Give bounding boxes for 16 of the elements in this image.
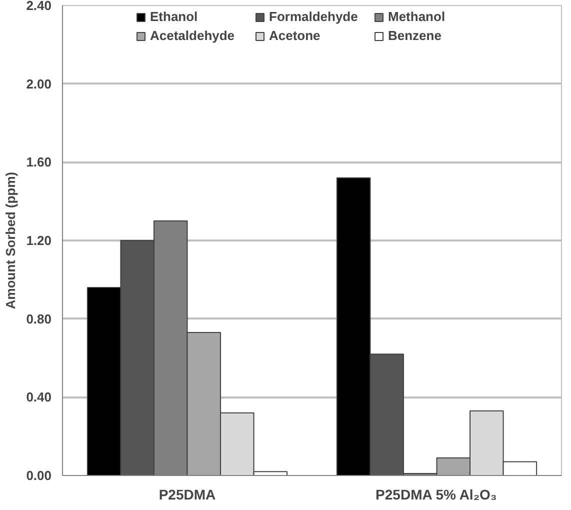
legend-label: Formaldehyde — [269, 9, 359, 24]
legend-label: Methanol — [388, 9, 446, 24]
y-tick-label: 2.40 — [26, 0, 52, 13]
legend-label: Benzene — [388, 28, 442, 43]
legend-label: Acetaldehyde — [150, 28, 236, 43]
y-tick-label: 0.40 — [26, 390, 52, 405]
legend-label: Ethanol — [150, 9, 199, 24]
y-tick-label: 1.60 — [26, 154, 52, 170]
y-tick-label: 1.20 — [26, 233, 52, 248]
y-axis-title: Amount Sorbed (ppm) — [3, 172, 18, 310]
y-tick-label: 0.00 — [26, 468, 52, 483]
x-tick-label: P25DMA — [158, 486, 216, 502]
y-tick-label: 2.00 — [26, 76, 52, 92]
legend-label: Acetone — [269, 28, 322, 43]
y-tick-label: 0.80 — [26, 311, 52, 326]
x-tick-label: P25DMA 5% Al₂O₃ — [376, 486, 497, 502]
